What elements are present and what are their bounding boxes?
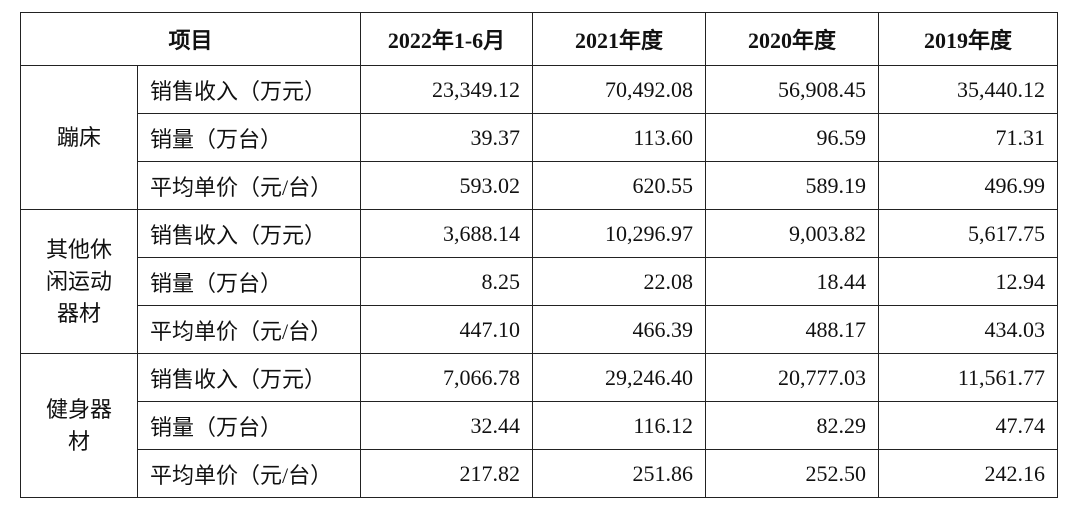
- value-cell: 20,777.03: [705, 353, 880, 402]
- row-label: 销量（万台）: [136, 257, 362, 306]
- row-label: 平均单价（元/台）: [136, 305, 362, 354]
- table-row: 平均单价（元/台） 217.82 251.86 252.50 242.16: [21, 449, 1059, 498]
- table-row: 销量（万台） 39.37 113.60 96.59 71.31: [21, 113, 1059, 162]
- table-row: 销量（万台） 32.44 116.12 82.29 47.74: [21, 401, 1059, 450]
- value-cell: 35,440.12: [878, 65, 1059, 114]
- value-cell: 589.19: [705, 161, 880, 210]
- table-row: 健身器材 销售收入（万元） 7,066.78 29,246.40 20,777.03 11…: [20, 353, 1059, 498]
- value-cell: 32.44: [360, 401, 534, 450]
- value-cell: 488.17: [705, 305, 880, 354]
- value-cell: 82.29: [705, 401, 880, 450]
- value-cell: 56,908.45: [705, 65, 880, 114]
- header-cell: 2022年1-6月: [360, 12, 534, 66]
- value-cell: 5,617.75: [878, 209, 1059, 258]
- value-cell: 39.37: [360, 113, 534, 162]
- category-label: 蹦床: [56, 124, 101, 150]
- value-cell: 47.74: [878, 401, 1059, 450]
- table-row: 平均单价（元/台） 447.10 466.39 488.17 434.03: [21, 305, 1059, 354]
- data-table: 项目 2022年1-6月 2021年度 2020年度 2019年度 蹦床 销售收入（万元）…: [19, 12, 1059, 498]
- row-label: 销售收入（万元）: [136, 209, 362, 258]
- category-label: 健身器材: [45, 396, 112, 454]
- value-cell: 70,492.08: [532, 65, 707, 114]
- category-cell: 健身器材: [20, 353, 138, 498]
- value-cell: 18.44: [705, 257, 880, 306]
- value-cell: 10,296.97: [532, 209, 707, 258]
- value-cell: 11,561.77: [878, 353, 1059, 402]
- value-cell: 7,066.78: [360, 353, 534, 402]
- value-cell: 9,003.82: [705, 209, 880, 258]
- header-cell: 2020年度: [705, 12, 880, 66]
- value-cell: 3,688.14: [360, 209, 534, 258]
- value-cell: 8.25: [360, 257, 534, 306]
- row-label: 平均单价（元/台）: [136, 449, 362, 498]
- value-cell: 113.60: [532, 113, 707, 162]
- value-cell: 71.31: [878, 113, 1059, 162]
- value-cell: 434.03: [878, 305, 1059, 354]
- value-cell: 29,246.40: [532, 353, 707, 402]
- table-row: 蹦床 销售收入（万元） 23,349.12 70,492.08 56,908.45 35,…: [20, 65, 1059, 210]
- value-cell: 242.16: [878, 449, 1059, 498]
- table-row: 其他休闲运动器材 销售收入（万元） 3,688.14 10,296.97 9,003.8…: [20, 209, 1059, 354]
- value-cell: 23,349.12: [360, 65, 534, 114]
- value-cell: 217.82: [360, 449, 534, 498]
- header-cell: 2019年度: [878, 12, 1059, 66]
- category-cell: 蹦床: [20, 65, 138, 210]
- row-label: 平均单价（元/台）: [136, 161, 362, 210]
- value-cell: 496.99: [878, 161, 1059, 210]
- header-cell: 2021年度: [532, 12, 707, 66]
- category-label: 其他休闲运动器材: [45, 236, 112, 326]
- header-cell: 项目: [19, 12, 362, 66]
- row-label: 销售收入（万元）: [136, 353, 362, 402]
- row-label: 销量（万台）: [136, 113, 362, 162]
- value-cell: 12.94: [878, 257, 1059, 306]
- value-cell: 593.02: [360, 161, 534, 210]
- category-cell: 其他休闲运动器材: [20, 209, 138, 354]
- row-label: 销量（万台）: [136, 401, 362, 450]
- table-row: 销量（万台） 8.25 22.08 18.44 12.94: [21, 257, 1059, 306]
- value-cell: 96.59: [705, 113, 880, 162]
- value-cell: 447.10: [360, 305, 534, 354]
- value-cell: 252.50: [705, 449, 880, 498]
- value-cell: 620.55: [532, 161, 707, 210]
- table-row: 平均单价（元/台） 593.02 620.55 589.19 496.99: [21, 161, 1059, 210]
- row-label: 销售收入（万元）: [136, 65, 362, 114]
- value-cell: 466.39: [532, 305, 707, 354]
- value-cell: 116.12: [532, 401, 707, 450]
- value-cell: 22.08: [532, 257, 707, 306]
- value-cell: 251.86: [532, 449, 707, 498]
- header-row: 项目 2022年1-6月 2021年度 2020年度 2019年度: [19, 12, 1059, 66]
